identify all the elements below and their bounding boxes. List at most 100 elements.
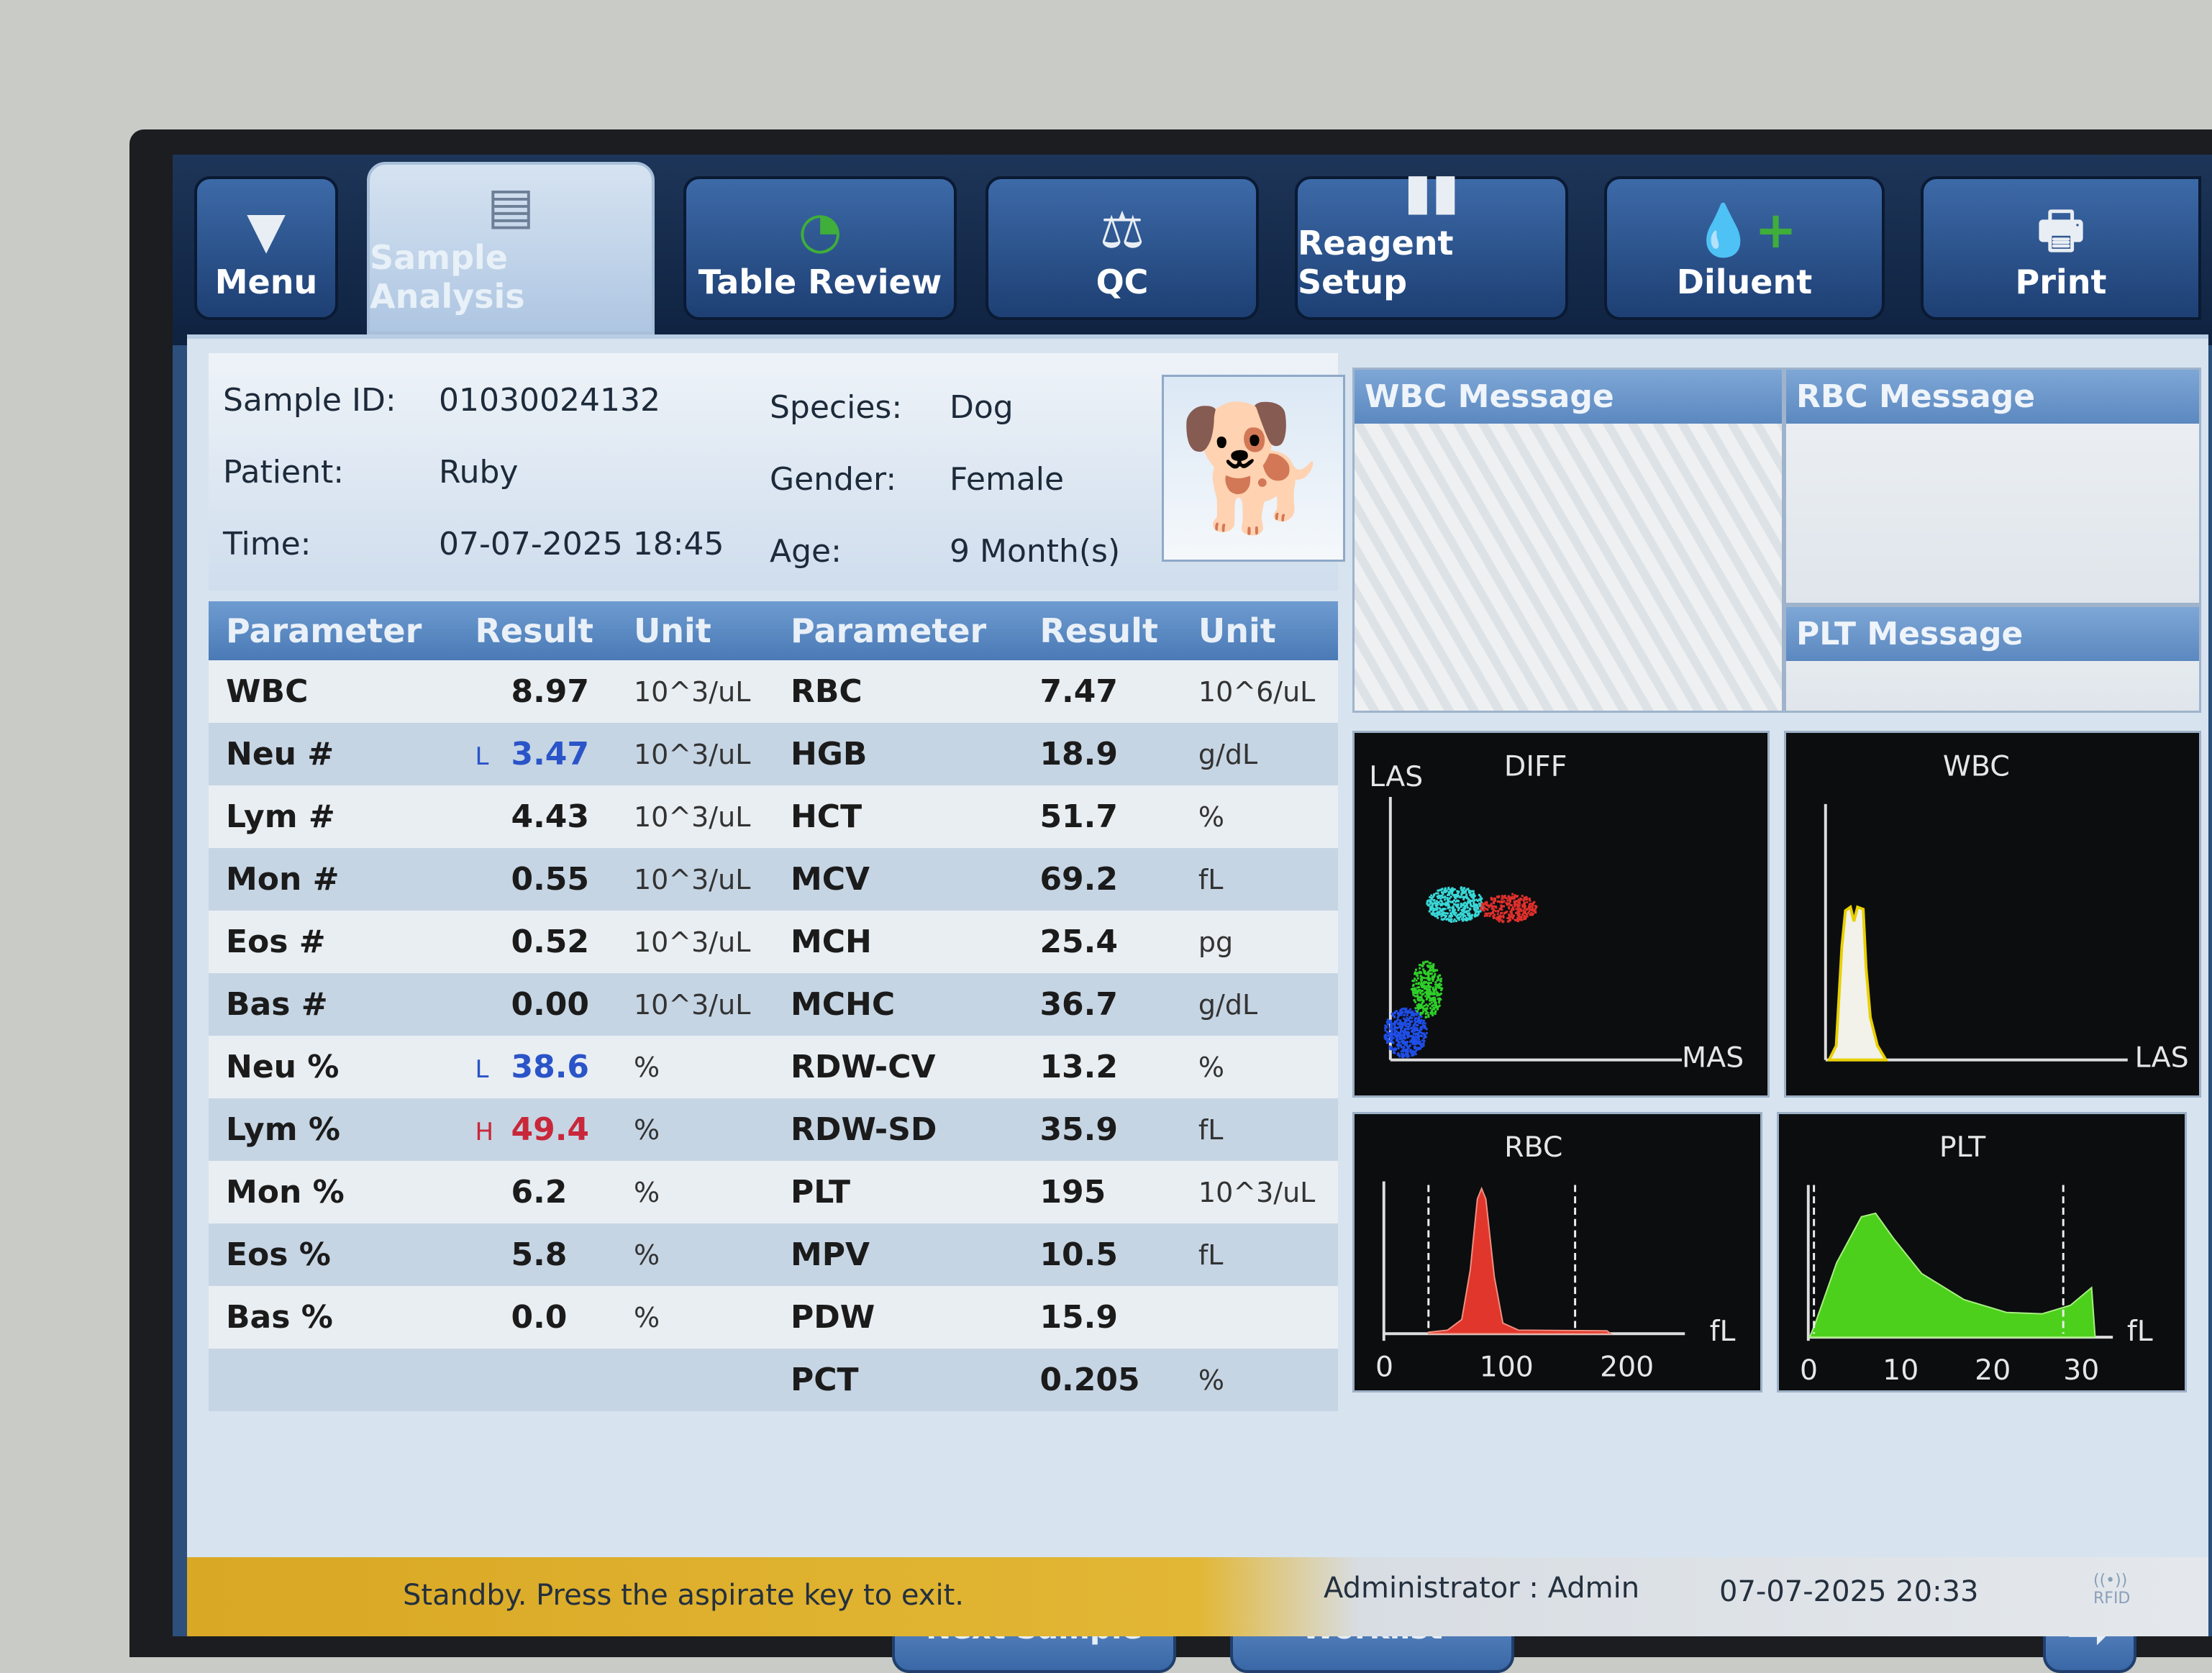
scatter-point bbox=[1444, 895, 1447, 898]
scatter-point bbox=[1423, 972, 1426, 975]
scatter-point bbox=[1526, 915, 1529, 918]
print-button[interactable]: 🖶 Print bbox=[1921, 176, 2201, 320]
scatter-point bbox=[1465, 893, 1468, 896]
scatter-point bbox=[1485, 903, 1488, 906]
scatter-point bbox=[1432, 1011, 1434, 1014]
age: 9 Month(s) bbox=[950, 533, 1121, 570]
column-header: Parameter bbox=[773, 601, 1023, 660]
scatter-point bbox=[1408, 1020, 1411, 1023]
scatter-point bbox=[1406, 1049, 1409, 1052]
status-bar: Standby. Press the aspirate key to exit.… bbox=[187, 1557, 2208, 1636]
scatter-point bbox=[1444, 916, 1447, 918]
scatter-point bbox=[1439, 977, 1442, 980]
scatter-point bbox=[1480, 906, 1483, 909]
scatter-point bbox=[1433, 893, 1436, 895]
scatter-point bbox=[1418, 1015, 1421, 1018]
scatter-point bbox=[1396, 1018, 1399, 1021]
scatter-point bbox=[1396, 1016, 1399, 1019]
scatter-point bbox=[1433, 996, 1436, 999]
scatter-point bbox=[1497, 910, 1500, 912]
tab-qc[interactable]: ⚖ QC bbox=[986, 176, 1259, 320]
scatter-point bbox=[1426, 903, 1429, 906]
scatter-point bbox=[1411, 1035, 1414, 1037]
scatter-point bbox=[1414, 1021, 1416, 1024]
column-header: Parameter bbox=[209, 601, 458, 660]
tab-table-review[interactable]: ◔ Table Review bbox=[683, 176, 957, 320]
scatter-point bbox=[1445, 902, 1448, 905]
parameter-unit: fL bbox=[1180, 848, 1338, 911]
scatter-point bbox=[1500, 900, 1503, 903]
plt-histogram: PLT fL 0 10 20 30 bbox=[1777, 1112, 2187, 1392]
parameter-unit: % bbox=[616, 1161, 773, 1223]
scatter-point bbox=[1522, 903, 1525, 906]
scatter-point bbox=[1426, 993, 1428, 995]
scatter-point bbox=[1423, 988, 1426, 990]
scatter-point bbox=[1416, 977, 1419, 980]
menu-button[interactable]: ▼ Menu bbox=[194, 176, 338, 320]
scatter-point bbox=[1426, 1011, 1429, 1014]
parameter-result: L 3.47 bbox=[458, 723, 616, 785]
scatter-point bbox=[1462, 916, 1465, 918]
scatter-point bbox=[1451, 906, 1454, 909]
parameter-result: 35.9 bbox=[1022, 1098, 1181, 1161]
scatter-point bbox=[1498, 920, 1501, 923]
parameter-unit: 10^3/uL bbox=[1180, 1161, 1338, 1223]
scatter-point bbox=[1386, 1018, 1389, 1021]
scatter-point bbox=[1434, 1001, 1437, 1004]
sample-analysis-panel: Sample ID: 01030024132 Patient: Ruby Tim… bbox=[187, 334, 2208, 1673]
scatter-point bbox=[1426, 982, 1429, 985]
scatter-point bbox=[1511, 895, 1514, 898]
tab-sample-analysis[interactable]: ▤ Sample Analysis bbox=[367, 162, 655, 334]
scatter-point bbox=[1448, 918, 1451, 921]
scatter-point bbox=[1496, 895, 1498, 898]
scatter-point bbox=[1414, 1007, 1417, 1010]
scatter-point bbox=[1421, 1012, 1424, 1015]
rbc-message-header: RBC Message bbox=[1786, 370, 2199, 424]
parameter-result: 36.7 bbox=[1022, 973, 1181, 1036]
scatter-point bbox=[1408, 1041, 1411, 1043]
parameter-unit: 10^3/uL bbox=[616, 911, 773, 973]
scatter-point bbox=[1410, 988, 1413, 990]
scatter-point bbox=[1432, 894, 1435, 897]
scatter-point bbox=[1391, 1040, 1393, 1043]
scatter-point bbox=[1524, 905, 1526, 908]
scatter-point bbox=[1407, 1026, 1410, 1028]
scatter-point bbox=[1457, 918, 1460, 921]
scatter-point bbox=[1440, 915, 1443, 918]
scatter-point bbox=[1414, 1051, 1416, 1054]
scatter-point bbox=[1534, 907, 1537, 910]
scatter-point bbox=[1511, 893, 1514, 895]
scatter-point bbox=[1386, 1039, 1389, 1042]
plt-message-panel: PLT Message bbox=[1784, 605, 2201, 713]
scatter-point bbox=[1406, 1028, 1409, 1031]
scatter-point bbox=[1414, 977, 1416, 980]
scatter-point bbox=[1389, 1027, 1392, 1030]
scatter-point bbox=[1506, 911, 1508, 913]
scatter-point bbox=[1416, 992, 1419, 995]
tab-reagent-setup[interactable]: ▮▮ Reagent Setup bbox=[1295, 166, 1568, 320]
scatter-point bbox=[1401, 1034, 1404, 1036]
scatter-point bbox=[1521, 906, 1524, 908]
scatter-point bbox=[1534, 905, 1537, 908]
scatter-point bbox=[1401, 1056, 1404, 1059]
sample-info: Sample ID: 01030024132 Patient: Ruby Tim… bbox=[209, 353, 1345, 591]
scatter-point bbox=[1524, 916, 1527, 918]
scatter-point bbox=[1465, 910, 1468, 913]
scatter-point bbox=[1396, 1053, 1399, 1056]
tab-diluent[interactable]: 💧+ Diluent bbox=[1604, 176, 1885, 320]
parameter-unit: % bbox=[616, 1286, 773, 1349]
scatter-point bbox=[1412, 1028, 1415, 1031]
scatter-point bbox=[1398, 1055, 1401, 1058]
scatter-point bbox=[1427, 974, 1430, 977]
scatter-point bbox=[1486, 908, 1489, 911]
scatter-point bbox=[1522, 918, 1525, 921]
parameter-name: RDW-SD bbox=[773, 1098, 1023, 1161]
scatter-point bbox=[1462, 892, 1465, 895]
scatter-point bbox=[1470, 890, 1473, 893]
scatter-point bbox=[1492, 898, 1495, 901]
scatter-point bbox=[1398, 1035, 1401, 1038]
scatter-point bbox=[1473, 893, 1475, 896]
scatter-point bbox=[1483, 914, 1486, 917]
scatter-point bbox=[1429, 982, 1432, 985]
scatter-point bbox=[1417, 1034, 1420, 1037]
